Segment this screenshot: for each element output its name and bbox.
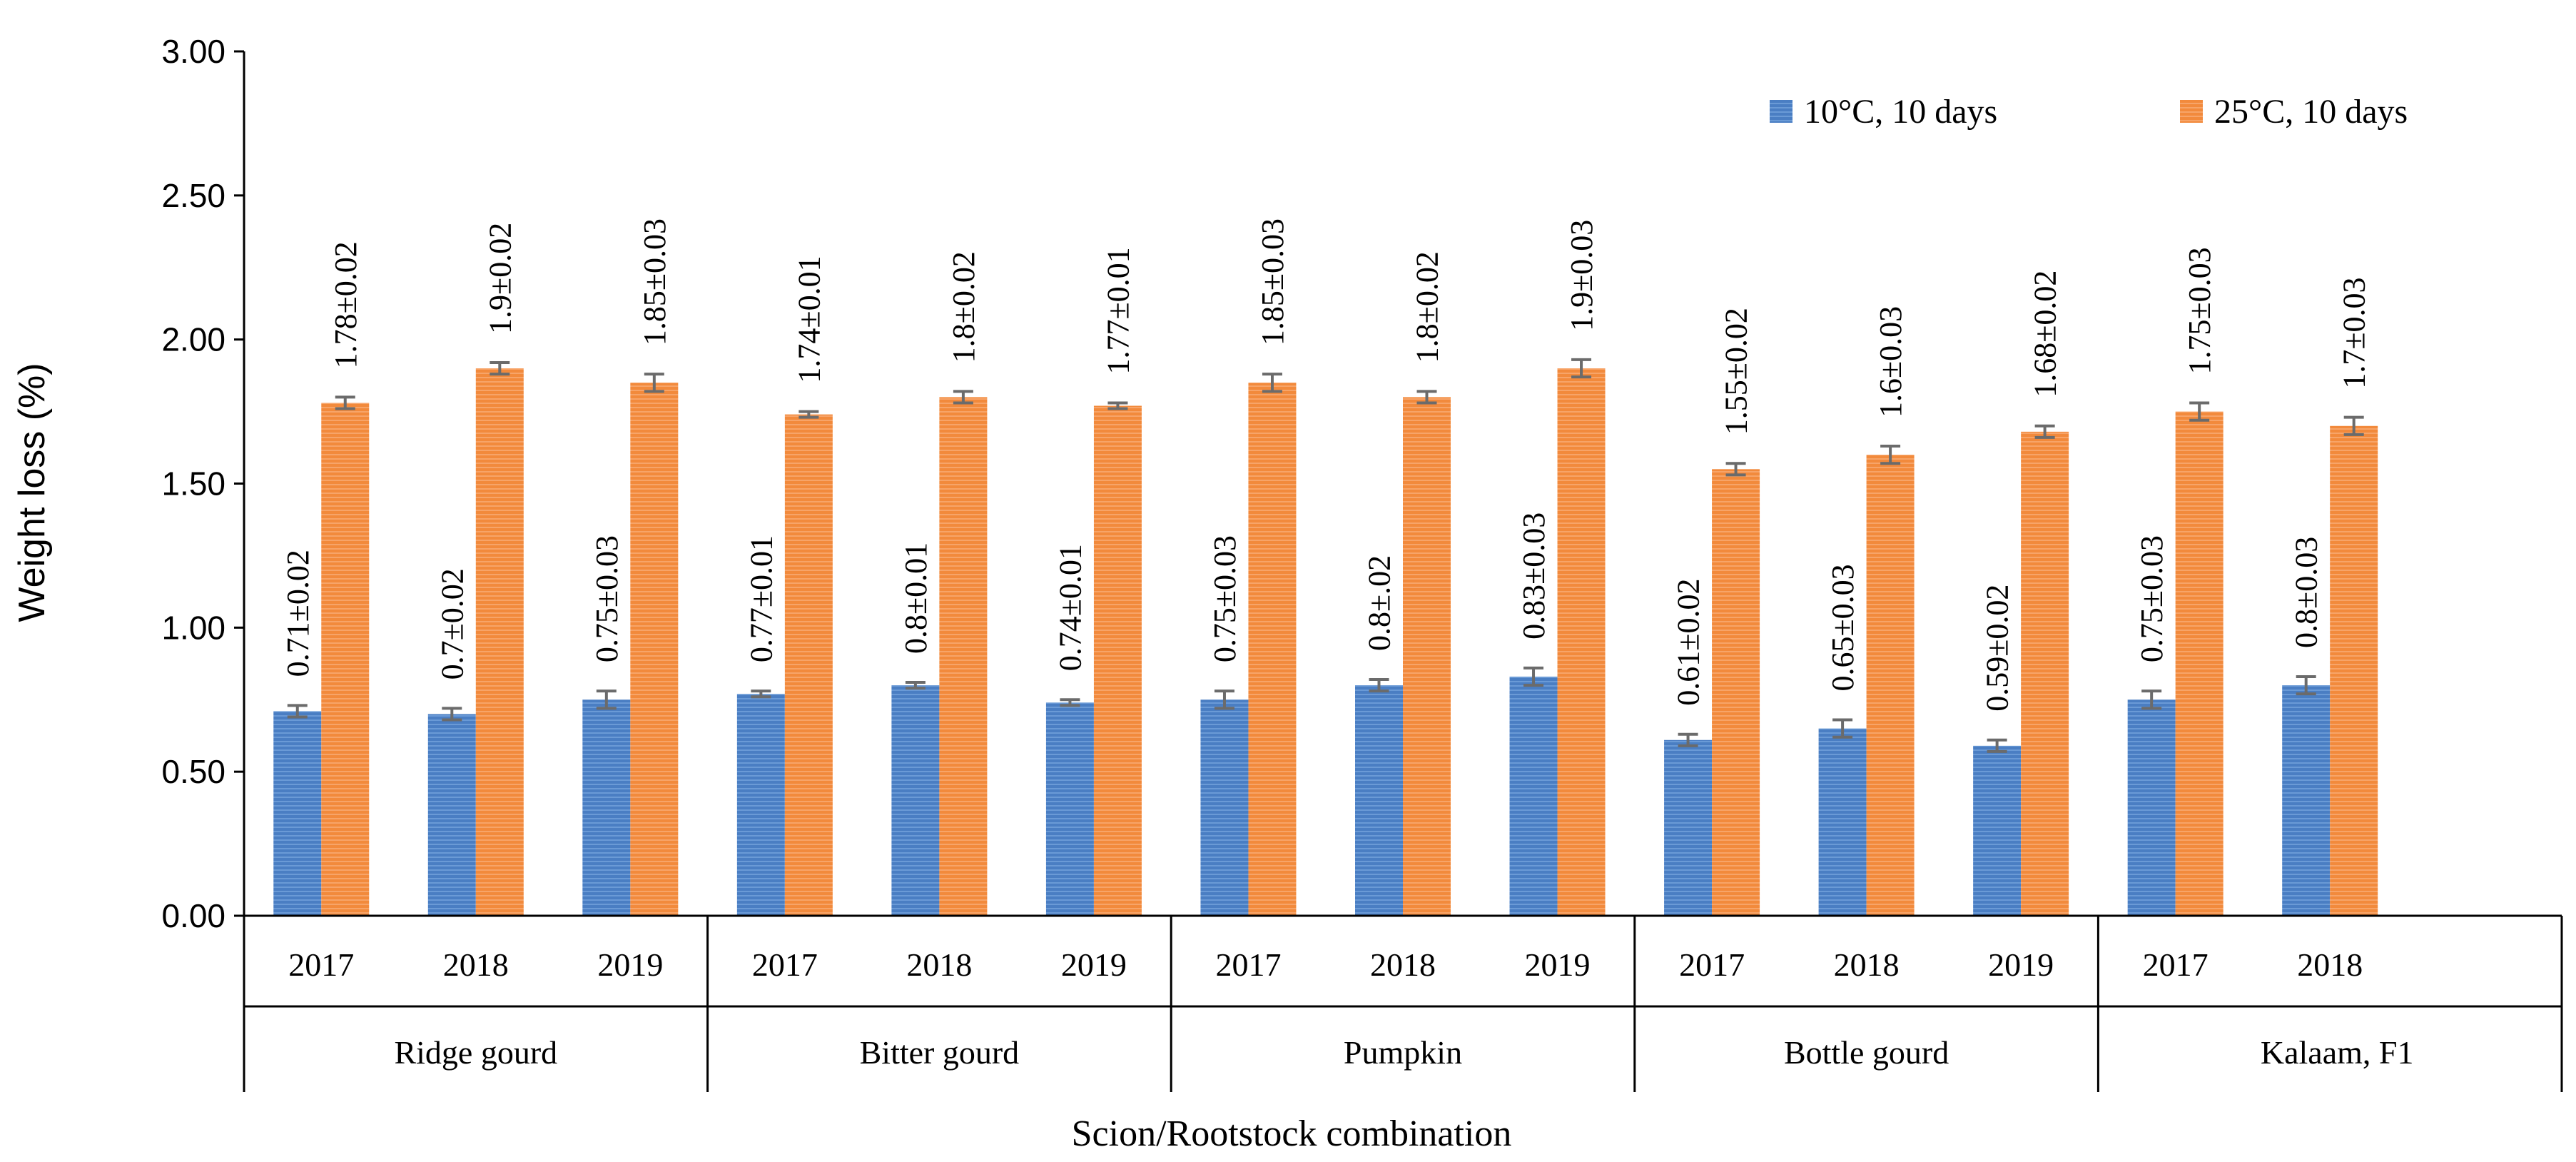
data-label-10c: 0.7±0.02 (435, 568, 470, 679)
bar-10c (1973, 745, 2022, 916)
bar-25c (475, 368, 524, 916)
y-axis-title: Weight loss (%) (11, 363, 53, 622)
data-label-10c: 0.75±0.03 (2134, 535, 2169, 662)
data-label-25c: 1.78±0.02 (328, 241, 363, 368)
bar-10c (1355, 685, 1403, 916)
data-label-25c: 1.55±0.02 (1719, 308, 1754, 435)
y-tick-label: 3.00 (161, 33, 225, 70)
bar-25c (2330, 425, 2378, 916)
bar-25c (784, 414, 833, 916)
x-year-label: 2019 (597, 946, 663, 983)
x-year-label: 2017 (1215, 946, 1281, 983)
bar-10c (1045, 702, 1094, 916)
x-year-label: 2018 (443, 946, 509, 983)
bars-layer (273, 368, 2378, 916)
x-year-label: 2018 (1370, 946, 1436, 983)
x-category-labels: 2017 2018 2019 Ridge gourd 2017 2018 2019 Bitte… (243, 916, 2563, 1092)
bar-25c (321, 403, 370, 916)
data-label-25c: 1.74±0.01 (791, 256, 826, 383)
data-label-10c: 0.74±0.01 (1053, 544, 1087, 671)
y-tick-label: 1.00 (161, 609, 225, 646)
bar-10c (427, 714, 476, 916)
data-label-25c: 1.68±0.02 (2028, 271, 2063, 398)
x-group-label: Kalaam, F1 (2261, 1034, 2414, 1071)
data-label-10c: 0.8±0.01 (898, 542, 933, 654)
bar-10c (582, 699, 631, 916)
x-year-label: 2018 (906, 946, 972, 983)
x-year-label: 2017 (752, 946, 818, 983)
legend-label-25c: 25°C, 10 days (2214, 93, 2408, 131)
bar-10c (891, 685, 940, 916)
bar-10c (273, 711, 322, 916)
y-tick-label: 0.00 (161, 897, 225, 934)
x-year-label: 2019 (1061, 946, 1127, 983)
bar-25c (1403, 397, 1451, 916)
x-year-label: 2017 (288, 946, 354, 983)
y-tick-labels: 0.00 0.50 1.00 1.50 2.00 2.50 3.00 (161, 33, 244, 934)
x-year-label: 2018 (1834, 946, 1900, 983)
x-group-label: Pumpkin (1344, 1034, 1462, 1071)
bar-25c (2021, 431, 2069, 916)
data-label-10c: 0.75±0.03 (1207, 535, 1242, 662)
bar-25c (1712, 469, 1760, 916)
data-label-10c: 0.61±0.02 (1671, 579, 1706, 706)
data-label-25c: 1.85±0.03 (637, 218, 672, 345)
bar-25c (1866, 455, 1915, 916)
legend-swatch-10c (1770, 100, 1792, 123)
data-label-10c: 0.59±0.02 (1980, 585, 2015, 712)
y-tick-label: 2.50 (161, 177, 225, 214)
y-tick-label: 2.00 (161, 321, 225, 358)
x-group-label: Bottle gourd (1784, 1034, 1949, 1071)
bar-10c (1509, 676, 1558, 916)
data-label-25c: 1.75±0.03 (2182, 247, 2217, 374)
bar-10c (2282, 685, 2331, 916)
bar-10c (2127, 699, 2176, 916)
x-axis-title: Scion/Rootstock combination (1072, 1113, 1512, 1154)
legend-label-10c: 10°C, 10 days (1804, 93, 1997, 131)
y-tick-label: 0.50 (161, 753, 225, 790)
error-bars-layer (287, 358, 2364, 753)
data-label-25c: 1.9±0.02 (482, 223, 517, 334)
x-year-label: 2017 (1679, 946, 1745, 983)
bar-10c (1818, 728, 1867, 916)
bar-10c (1200, 699, 1249, 916)
data-label-10c: 0.71±0.02 (280, 550, 315, 677)
legend: 10°C, 10 days 25°C, 10 days (1770, 93, 2408, 131)
data-label-25c: 1.8±0.02 (1410, 251, 1445, 363)
data-label-10c: 0.83±0.03 (1516, 512, 1551, 640)
data-label-10c: 0.8±0.03 (2289, 537, 2324, 648)
bar-25c (1248, 383, 1297, 916)
y-tick-label: 1.50 (161, 465, 225, 502)
bar-25c (1557, 368, 1606, 916)
x-year-label: 2019 (1988, 946, 2054, 983)
bar-10c (736, 694, 785, 916)
x-group-label: Bitter gourd (860, 1034, 1020, 1071)
x-group-label: Ridge gourd (394, 1034, 557, 1071)
x-year-label: 2019 (1525, 946, 1591, 983)
data-label-25c: 1.77±0.01 (1100, 247, 1135, 374)
x-year-label: 2017 (2143, 946, 2209, 983)
bar-25c (939, 397, 988, 916)
legend-swatch-25c (2180, 100, 2203, 123)
data-labels-layer: 0.71±0.02 1.78±0.02 0.7±0.02 1.9±0.02 0.75±0… (280, 218, 2372, 712)
data-label-25c: 1.85±0.03 (1255, 218, 1290, 345)
bar-25c (630, 383, 679, 916)
bar-10c (1664, 739, 1713, 916)
x-year-label: 2018 (2297, 946, 2363, 983)
data-label-25c: 1.8±0.02 (946, 251, 981, 363)
bar-25c (1093, 405, 1142, 916)
data-label-25c: 1.7±0.03 (2337, 278, 2372, 389)
data-label-10c: 0.65±0.03 (1825, 564, 1860, 691)
data-label-25c: 1.9±0.03 (1564, 220, 1599, 331)
bar-25c (2175, 411, 2223, 916)
data-label-10c: 0.8±.02 (1362, 555, 1397, 651)
data-label-10c: 0.77±0.01 (744, 535, 779, 662)
data-label-25c: 1.6±0.03 (1873, 306, 1908, 418)
data-label-10c: 0.75±0.03 (589, 535, 624, 662)
